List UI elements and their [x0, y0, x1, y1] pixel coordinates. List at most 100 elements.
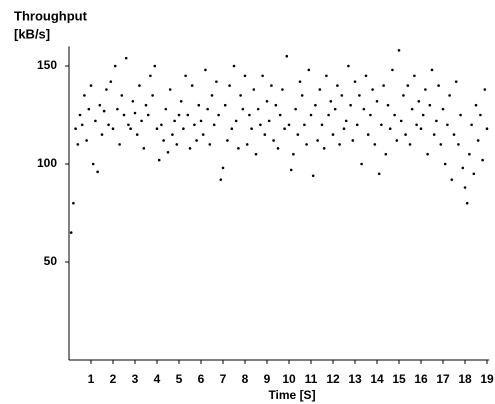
x-tick-label: 1	[88, 372, 95, 386]
point	[230, 127, 234, 131]
point	[151, 94, 154, 97]
point	[241, 107, 245, 111]
point	[135, 133, 139, 136]
point	[331, 133, 335, 136]
point	[193, 123, 196, 127]
point	[476, 139, 480, 142]
point	[441, 107, 445, 111]
point	[283, 127, 286, 131]
point	[362, 107, 366, 111]
x-tick-label: 14	[370, 372, 384, 386]
point	[318, 88, 322, 91]
point	[388, 127, 392, 131]
point	[157, 158, 161, 162]
point	[111, 127, 115, 131]
point	[212, 123, 216, 127]
point	[289, 168, 293, 172]
point	[144, 103, 148, 107]
point	[78, 113, 82, 117]
point	[342, 127, 346, 131]
point	[448, 94, 451, 97]
point	[428, 103, 432, 107]
point	[296, 133, 300, 136]
point	[239, 94, 242, 97]
point	[215, 80, 218, 83]
point	[375, 99, 379, 103]
point	[124, 56, 128, 60]
point	[395, 139, 399, 142]
point	[360, 162, 363, 166]
point	[274, 103, 278, 107]
point	[102, 109, 106, 113]
point	[366, 133, 370, 136]
x-tick-label: 2	[110, 372, 117, 386]
point	[410, 107, 414, 111]
point	[316, 139, 319, 142]
point	[415, 123, 418, 127]
point	[404, 133, 407, 136]
point	[373, 143, 377, 146]
point	[217, 113, 220, 117]
point	[146, 113, 150, 117]
point	[349, 103, 352, 107]
point	[221, 166, 225, 170]
point	[74, 127, 77, 131]
x-tick-label: 4	[154, 372, 161, 386]
point	[206, 107, 209, 111]
point	[256, 107, 260, 111]
point	[188, 147, 192, 150]
point	[109, 80, 113, 83]
y-tick-label: 50	[44, 254, 58, 268]
point	[384, 152, 388, 156]
point	[237, 147, 240, 150]
point	[406, 84, 410, 87]
point	[426, 152, 429, 156]
point	[98, 103, 102, 107]
point	[463, 186, 467, 189]
point	[278, 113, 282, 117]
point	[195, 139, 198, 142]
point	[446, 123, 449, 127]
point	[457, 143, 460, 146]
point	[270, 84, 273, 87]
point	[166, 150, 170, 154]
point	[72, 201, 75, 205]
point	[232, 64, 236, 68]
point	[298, 80, 302, 83]
point	[250, 127, 253, 131]
point	[160, 123, 163, 127]
point	[254, 152, 258, 156]
point	[281, 88, 284, 91]
x-axis-label: Time [S]	[268, 388, 315, 402]
point	[234, 119, 238, 123]
point	[210, 94, 214, 97]
point	[391, 68, 394, 72]
point	[107, 123, 110, 127]
x-tick-label: 3	[132, 372, 139, 386]
x-tick-label: 16	[414, 372, 428, 386]
point	[226, 139, 229, 142]
point	[80, 123, 84, 127]
point	[252, 88, 256, 91]
point	[380, 123, 383, 127]
point	[201, 133, 205, 136]
point	[351, 139, 355, 142]
point	[276, 147, 280, 150]
point	[300, 94, 304, 97]
point	[285, 54, 289, 58]
point	[402, 94, 405, 97]
chart-title: Throughput	[14, 8, 88, 23]
point	[437, 84, 440, 87]
point	[243, 74, 247, 78]
point	[320, 123, 324, 127]
point	[100, 133, 104, 136]
point	[175, 143, 179, 146]
point	[105, 88, 108, 91]
x-tick-label: 17	[436, 372, 450, 386]
point	[309, 113, 313, 117]
point	[87, 107, 91, 111]
point	[190, 84, 194, 87]
x-tick-label: 18	[458, 372, 472, 386]
point	[358, 94, 361, 97]
